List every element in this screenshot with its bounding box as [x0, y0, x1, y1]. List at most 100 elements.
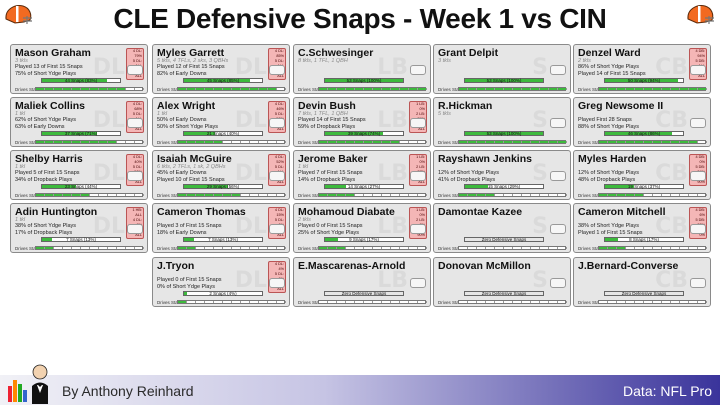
snap-count: Zero Defensive Snaps [341, 291, 387, 296]
drive-segment [599, 141, 608, 143]
drive-segment [268, 194, 277, 196]
drive-segment [468, 301, 477, 303]
split-icon [690, 65, 706, 75]
snap-share-fill [465, 185, 488, 188]
drive-segment [364, 194, 373, 196]
player-card[interactable]: S Donovan McMillon Zero Defensive Snaps Dri… [433, 257, 571, 307]
drive-segment [477, 88, 486, 90]
position-watermark: DL [234, 55, 267, 80]
drives-bar [177, 300, 286, 304]
drive-segment [513, 301, 522, 303]
drive-segment [418, 301, 427, 303]
split-icon [269, 171, 285, 181]
player-note: 59% of Dropback Plays [298, 124, 356, 130]
drive-segment [400, 88, 409, 90]
position-watermark: S [532, 268, 548, 293]
drive-segment [346, 301, 355, 303]
personnel-line: 4 DB: 6% [695, 208, 706, 217]
player-card[interactable]: LB E.Mascarenas-Arnold Zero Defensive Snap… [293, 257, 431, 307]
snap-share-fill [42, 238, 53, 241]
drive-segment [54, 194, 63, 196]
player-name: J.Bernard-Converse [578, 260, 679, 272]
drive-segment [513, 247, 522, 249]
player-card[interactable]: DL Shelby Harris 1 tkl Played 5 of First 15… [10, 150, 148, 200]
drive-segment [250, 88, 259, 90]
player-card[interactable]: DL Mason Graham 3 tkls Played 13 of First 1… [10, 44, 148, 94]
player-card[interactable]: S Rayshawn Jenkins 12% of Short Ydge Plays… [433, 150, 571, 200]
player-card[interactable]: DL Adin Huntington 1 tkl 38% of Short Ydge … [10, 203, 148, 253]
snap-count: 21 Snaps (40%) [206, 131, 240, 136]
snap-count: 39 Snaps (74%) [347, 131, 381, 136]
player-card[interactable]: LB Devin Bush 7 tkls, 1 TFL, 1 QBH Played 1… [293, 97, 431, 147]
snap-share-bar: 29 Snaps (56%) [183, 184, 263, 189]
player-card[interactable]: LB Jerome Baker 1 tkl Played 7 of First 15 … [293, 150, 431, 200]
drives-label: Drives Started: [578, 140, 608, 145]
player-card[interactable]: CB J.Bernard-Converse Zero Defensive Snaps… [573, 257, 711, 307]
split-icon [550, 65, 566, 75]
drive-segment [680, 88, 689, 90]
drive-segment [698, 88, 707, 90]
player-card[interactable]: CB Myles Harden 12% of Short Ydge Plays 48%… [573, 150, 711, 200]
drive-segment [117, 141, 126, 143]
drive-segment [205, 301, 214, 303]
player-note: 17% of Dropback Plays [15, 230, 73, 236]
player-card[interactable]: CB Cameron Mitchell 38% of Short Ydge Play… [573, 203, 711, 253]
player-card[interactable]: LB Mohamoud Diabate 2 tkls Played 0 of Firs… [293, 203, 431, 253]
player-note: 12% of Short Ydge Plays [438, 170, 500, 176]
player-name: R.Hickman [438, 100, 493, 112]
player-card[interactable]: S R.Hickman 5 tkls 53 Snaps (100%) Drives St… [433, 97, 571, 147]
drive-segment [459, 247, 468, 249]
snap-share-bar: 15 Snaps (29%) [464, 184, 544, 189]
drive-segment [477, 247, 486, 249]
personnel-line: 4 DL: 4% [274, 262, 284, 271]
player-card[interactable]: LB C.Schwesinger 8 tkls, 1 TFL, 1 QBH 53 Sn… [293, 44, 431, 94]
split-icon [410, 171, 426, 181]
drive-segment [409, 194, 418, 196]
snap-share-fill [325, 132, 383, 135]
personnel-box: 1 LB: 0%2 LB: 27%3 LB: ALL [409, 154, 427, 186]
drives-bar [177, 140, 286, 144]
player-stats: 1 tkl [298, 164, 309, 170]
drive-segment [99, 88, 108, 90]
player-stats: 7 tkls, 1 TFL, 1 QBH [298, 111, 348, 117]
player-name: Greg Newsome II [578, 100, 664, 112]
drive-segment [99, 194, 108, 196]
split-icon [127, 171, 143, 181]
drive-segment [617, 301, 626, 303]
player-card[interactable]: DL Alex Wright 1 tkl 50% of Early Downs 50% … [152, 97, 290, 147]
player-card[interactable]: DL Cameron Thomas Played 3 of First 15 Sna… [152, 203, 290, 253]
player-card[interactable]: S Grant Delpit 3 tkls 53 Snaps (100%) Drives… [433, 44, 571, 94]
personnel-line: 1 LB: 0% [416, 102, 425, 111]
player-note: 0% of Short Ydge Plays [157, 284, 215, 290]
drives-bar [458, 300, 567, 304]
drive-segment [653, 247, 662, 249]
drive-segment [337, 88, 346, 90]
player-card[interactable]: CB Greg Newsome II Played First 28 Snaps 88… [573, 97, 711, 147]
snap-share-fill [605, 238, 619, 241]
personnel-box: 4 DL: 40%5 DL: 50%6 DL: ALL [126, 154, 144, 186]
drive-segment [391, 247, 400, 249]
player-note: 38% of Short Ydge Plays [15, 223, 77, 229]
player-stats: 3 tkls [15, 58, 28, 64]
drives-bar [318, 140, 427, 144]
snap-count: 53 Snaps (100%) [486, 78, 522, 83]
drive-segment [617, 88, 626, 90]
player-card[interactable]: DL Myles Garrett 5 tkls, 4 TFLs, 2 sks, 3 … [152, 44, 290, 94]
snap-share-bar: Zero Defensive Snaps [604, 291, 684, 296]
player-card[interactable]: DL J.Tryon Played 0 of First 15 Snaps 0% of… [152, 257, 290, 307]
drive-segment [689, 141, 698, 143]
drive-segment [241, 194, 250, 196]
drive-segment [391, 301, 400, 303]
drive-segment [36, 194, 45, 196]
player-card[interactable]: DL Maliek Collins 1 tkl 62% of Short Ydge P… [10, 97, 148, 147]
player-card[interactable]: DL Isaiah McGuire 6 tkls, 2 TFLs, 1 sk, 2 … [152, 150, 290, 200]
player-card[interactable]: S Damontae Kazee Zero Defensive Snaps Drive… [433, 203, 571, 253]
player-card[interactable]: CB Denzel Ward 2 tkls 86% of Short Ydge Pla… [573, 44, 711, 94]
snap-share-fill [42, 185, 77, 188]
drive-segment [259, 141, 268, 143]
drive-segment [232, 301, 241, 303]
drives-label: Drives Started: [578, 246, 608, 251]
position-watermark: S [532, 214, 548, 239]
drive-segment [540, 141, 549, 143]
drive-segment [178, 194, 187, 196]
